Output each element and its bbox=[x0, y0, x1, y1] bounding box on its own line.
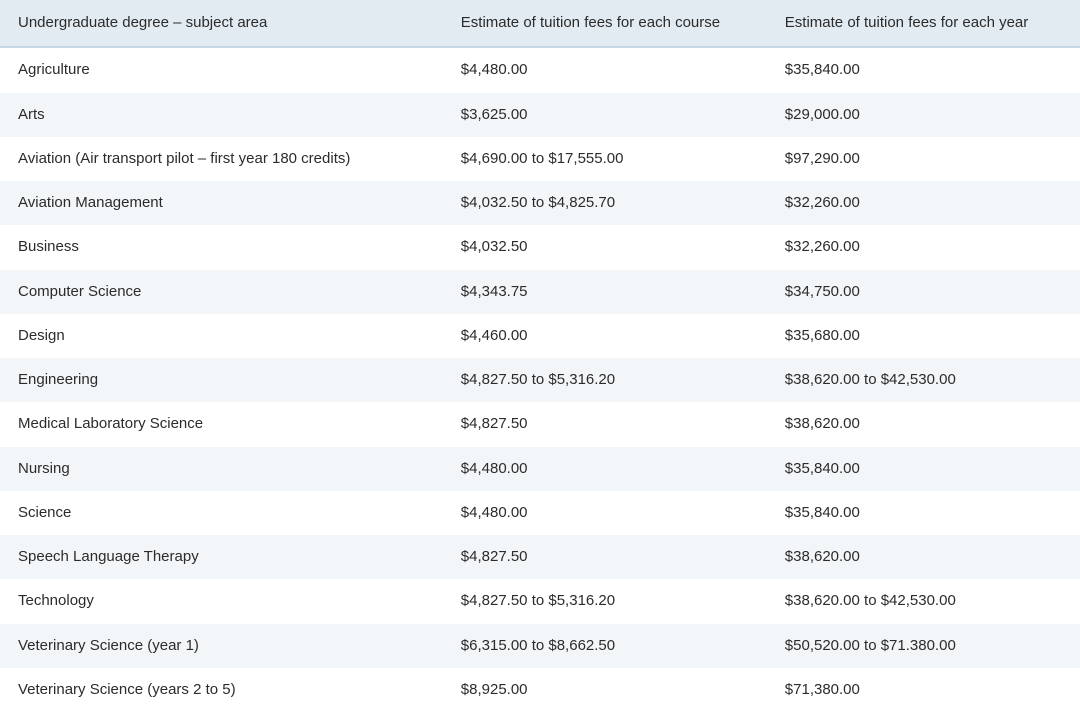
table-row: Medical Laboratory Science $4,827.50 $38… bbox=[0, 402, 1080, 446]
table-body: Agriculture $4,480.00 $35,840.00 Arts $3… bbox=[0, 47, 1080, 712]
cell-per-course: $4,032.50 to $4,825.70 bbox=[443, 181, 767, 225]
cell-per-course: $8,925.00 bbox=[443, 668, 767, 712]
table-row: Arts $3,625.00 $29,000.00 bbox=[0, 93, 1080, 137]
cell-per-course: $4,827.50 bbox=[443, 535, 767, 579]
table-row: Computer Science $4,343.75 $34,750.00 bbox=[0, 270, 1080, 314]
column-header-subject: Undergraduate degree – subject area bbox=[0, 0, 443, 47]
cell-subject: Arts bbox=[0, 93, 443, 137]
tuition-fees-table-wrap: Undergraduate degree – subject area Esti… bbox=[0, 0, 1080, 712]
cell-per-year: $97,290.00 bbox=[767, 137, 1080, 181]
table-row: Aviation Management $4,032.50 to $4,825.… bbox=[0, 181, 1080, 225]
cell-subject: Medical Laboratory Science bbox=[0, 402, 443, 446]
cell-per-course: $4,690.00 to $17,555.00 bbox=[443, 137, 767, 181]
cell-subject: Business bbox=[0, 225, 443, 269]
cell-per-year: $29,000.00 bbox=[767, 93, 1080, 137]
column-header-per-year: Estimate of tuition fees for each year bbox=[767, 0, 1080, 47]
cell-per-year: $34,750.00 bbox=[767, 270, 1080, 314]
cell-per-year: $50,520.00 to $71.380.00 bbox=[767, 624, 1080, 668]
cell-subject: Computer Science bbox=[0, 270, 443, 314]
column-header-per-course: Estimate of tuition fees for each course bbox=[443, 0, 767, 47]
cell-per-year: $35,840.00 bbox=[767, 47, 1080, 92]
cell-per-course: $4,827.50 bbox=[443, 402, 767, 446]
cell-subject: Speech Language Therapy bbox=[0, 535, 443, 579]
cell-subject: Veterinary Science (year 1) bbox=[0, 624, 443, 668]
cell-per-year: $38,620.00 bbox=[767, 402, 1080, 446]
cell-per-course: $4,480.00 bbox=[443, 491, 767, 535]
table-row: Technology $4,827.50 to $5,316.20 $38,62… bbox=[0, 579, 1080, 623]
cell-per-course: $3,625.00 bbox=[443, 93, 767, 137]
cell-subject: Aviation Management bbox=[0, 181, 443, 225]
cell-per-year: $32,260.00 bbox=[767, 225, 1080, 269]
table-row: Veterinary Science (years 2 to 5) $8,925… bbox=[0, 668, 1080, 712]
table-row: Science $4,480.00 $35,840.00 bbox=[0, 491, 1080, 535]
cell-subject: Technology bbox=[0, 579, 443, 623]
cell-per-year: $35,840.00 bbox=[767, 491, 1080, 535]
cell-per-course: $4,343.75 bbox=[443, 270, 767, 314]
cell-subject: Engineering bbox=[0, 358, 443, 402]
table-row: Engineering $4,827.50 to $5,316.20 $38,6… bbox=[0, 358, 1080, 402]
cell-per-year: $38,620.00 to $42,530.00 bbox=[767, 579, 1080, 623]
cell-subject: Nursing bbox=[0, 447, 443, 491]
table-row: Agriculture $4,480.00 $35,840.00 bbox=[0, 47, 1080, 92]
cell-per-year: $32,260.00 bbox=[767, 181, 1080, 225]
cell-per-course: $6,315.00 to $8,662.50 bbox=[443, 624, 767, 668]
table-header-row: Undergraduate degree – subject area Esti… bbox=[0, 0, 1080, 47]
cell-per-year: $35,840.00 bbox=[767, 447, 1080, 491]
cell-subject: Design bbox=[0, 314, 443, 358]
table-row: Business $4,032.50 $32,260.00 bbox=[0, 225, 1080, 269]
cell-per-year: $38,620.00 bbox=[767, 535, 1080, 579]
cell-subject: Agriculture bbox=[0, 47, 443, 92]
table-row: Aviation (Air transport pilot – first ye… bbox=[0, 137, 1080, 181]
cell-subject: Veterinary Science (years 2 to 5) bbox=[0, 668, 443, 712]
table-row: Design $4,460.00 $35,680.00 bbox=[0, 314, 1080, 358]
cell-per-year: $71,380.00 bbox=[767, 668, 1080, 712]
table-row: Speech Language Therapy $4,827.50 $38,62… bbox=[0, 535, 1080, 579]
cell-per-course: $4,032.50 bbox=[443, 225, 767, 269]
cell-per-course: $4,827.50 to $5,316.20 bbox=[443, 358, 767, 402]
cell-per-course: $4,827.50 to $5,316.20 bbox=[443, 579, 767, 623]
cell-subject: Aviation (Air transport pilot – first ye… bbox=[0, 137, 443, 181]
cell-per-course: $4,480.00 bbox=[443, 47, 767, 92]
cell-per-year: $38,620.00 to $42,530.00 bbox=[767, 358, 1080, 402]
cell-per-year: $35,680.00 bbox=[767, 314, 1080, 358]
table-row: Nursing $4,480.00 $35,840.00 bbox=[0, 447, 1080, 491]
tuition-fees-table: Undergraduate degree – subject area Esti… bbox=[0, 0, 1080, 712]
table-row: Veterinary Science (year 1) $6,315.00 to… bbox=[0, 624, 1080, 668]
cell-per-course: $4,480.00 bbox=[443, 447, 767, 491]
cell-per-course: $4,460.00 bbox=[443, 314, 767, 358]
cell-subject: Science bbox=[0, 491, 443, 535]
